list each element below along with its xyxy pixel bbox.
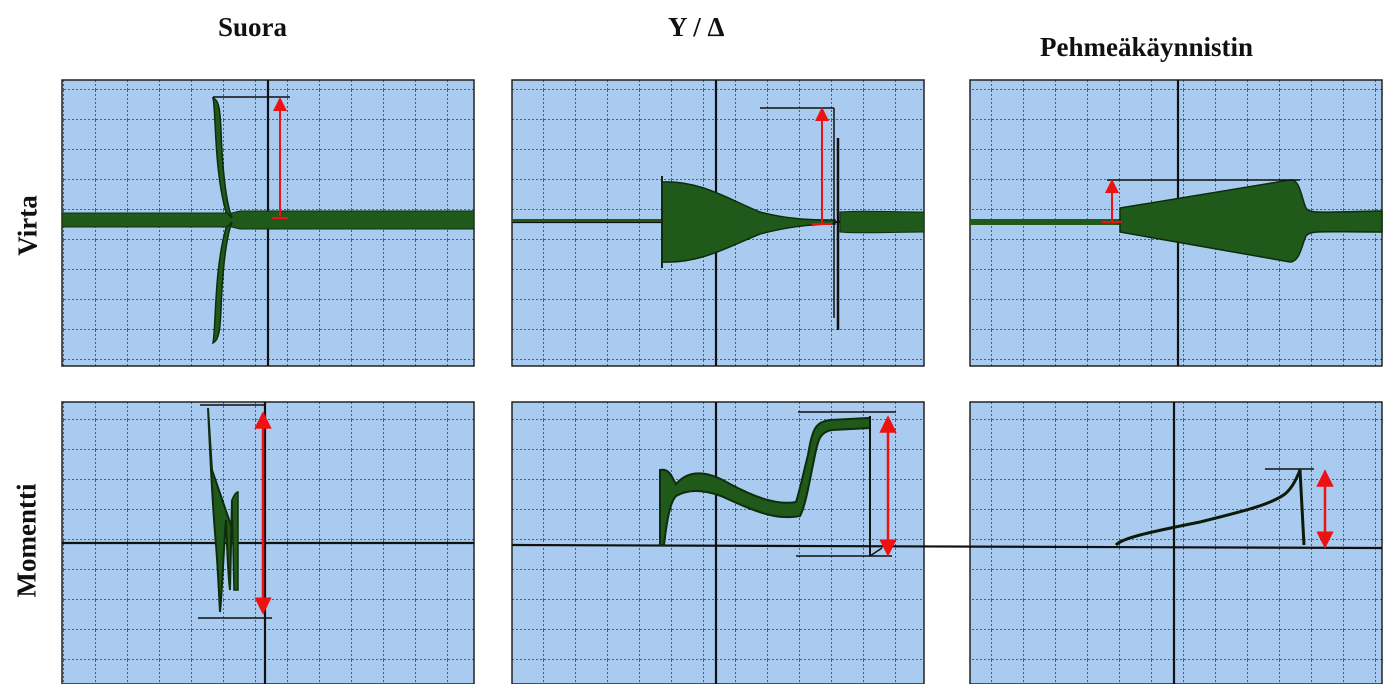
column-title-star-delta: Y / Δ	[668, 12, 725, 42]
column-title-suora: Suora	[218, 12, 288, 42]
panel-yd-momentti	[511, 401, 925, 684]
trace-suora-virta	[61, 96, 475, 345]
trace-soft-momentti	[1114, 468, 1314, 547]
panel-soft-momentti	[969, 401, 1383, 684]
trace-yd-momentti	[659, 411, 896, 557]
column-title-soft-starter: Pehmeäkäynnistin	[1040, 32, 1254, 62]
trace-soft-virta	[970, 179, 1383, 263]
trace-suora-momentti	[198, 404, 272, 619]
